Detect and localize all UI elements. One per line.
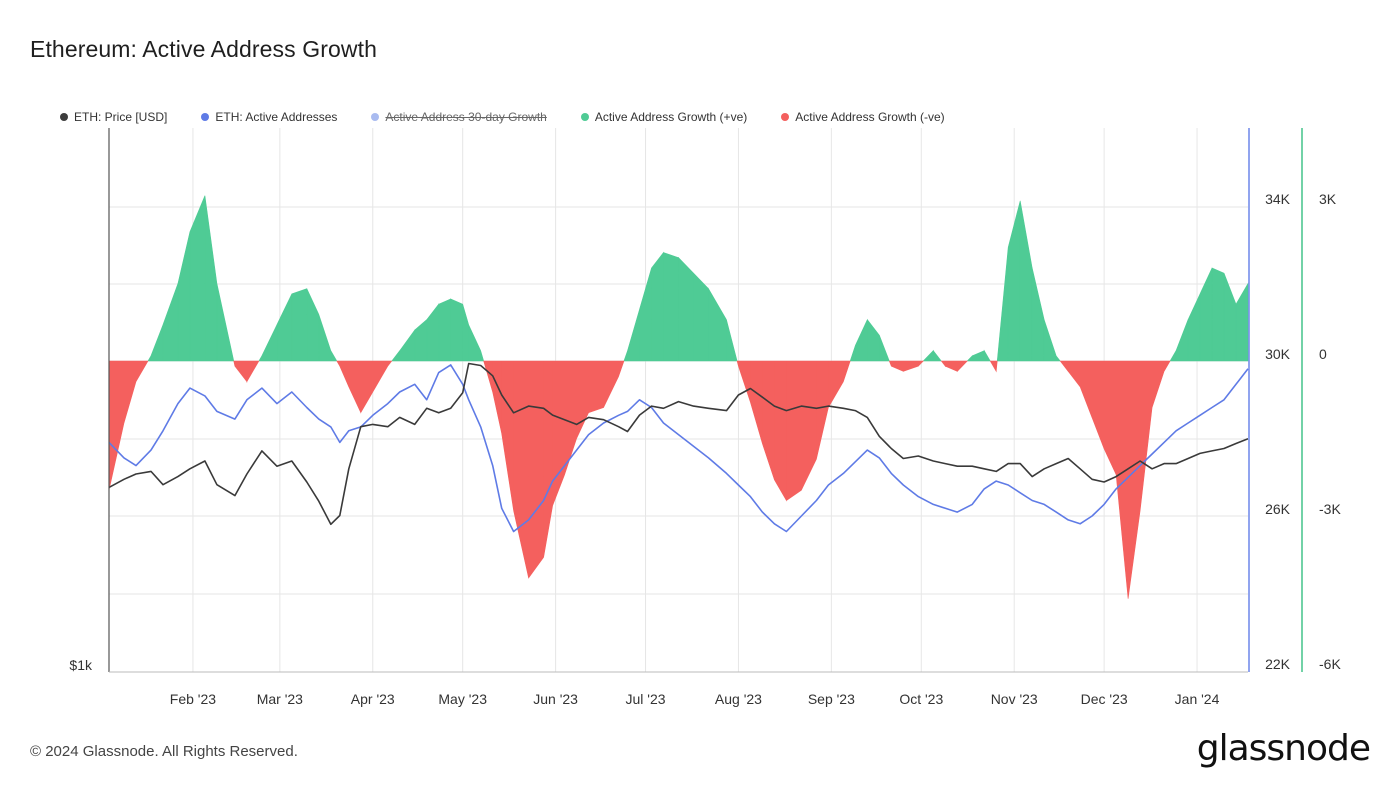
legend-dot-growth-negative <box>781 113 790 121</box>
legend-dot-growth-positive <box>580 113 589 121</box>
glassnode-logo[interactable]: glassnode <box>1196 728 1371 769</box>
addresses-tick-label: 26K <box>1265 501 1291 517</box>
x-tick-label: Jan '24 <box>1175 691 1220 707</box>
legend-item-price[interactable]: ETH: Price [USD] <box>60 110 167 124</box>
grid-lines <box>109 128 1248 672</box>
chart-title: Ethereum: Active Address Growth <box>30 36 377 62</box>
growth-negative-area <box>108 360 1171 599</box>
x-tick-label: Apr '23 <box>351 691 395 707</box>
growth-areas <box>108 195 1249 599</box>
x-tick-label: Oct '23 <box>899 691 943 707</box>
tick-labels: Feb '23 Mar '23 Apr '23 May '23 Jun '23 Jul '… <box>69 191 1341 707</box>
growth-tick-label: -6K <box>1319 656 1341 672</box>
growth-tick-label: -3K <box>1319 501 1341 517</box>
legend-item-growth-positive[interactable]: Active Address Growth (+ve) <box>580 110 748 124</box>
price-tick-label: $1k <box>69 657 93 673</box>
legend-dot-30day-growth <box>371 113 380 121</box>
series-lines <box>108 362 1249 533</box>
addresses-tick-label: 22K <box>1265 656 1291 672</box>
copyright-footer: © 2024 Glassnode. All Rights Reserved. <box>30 743 298 760</box>
x-tick-label: Jul '23 <box>626 691 666 707</box>
growth-tick-label: 3K <box>1319 191 1337 207</box>
chart-legend: ETH: Price [USD] ETH: Active Addresses A… <box>60 108 945 126</box>
x-tick-label: May '23 <box>438 691 487 707</box>
x-tick-label: Mar '23 <box>257 691 303 707</box>
x-tick-label: Nov '23 <box>991 691 1038 707</box>
addresses-tick-label: 34K <box>1265 191 1291 207</box>
legend-dot-active-addresses <box>201 113 210 121</box>
legend-item-30day-growth[interactable]: Active Address 30-day Growth <box>371 110 547 124</box>
legend-label-30day-growth: Active Address 30-day Growth <box>385 110 547 124</box>
x-tick-label: Sep '23 <box>808 691 855 707</box>
legend-label-active-addresses: ETH: Active Addresses <box>215 110 338 124</box>
axes <box>108 128 1303 673</box>
addresses-tick-label: 30K <box>1265 346 1291 362</box>
growth-tick-label: 0 <box>1319 346 1327 362</box>
legend-label-growth-positive: Active Address Growth (+ve) <box>594 110 748 124</box>
legend-item-growth-negative[interactable]: Active Address Growth (-ve) <box>781 110 945 124</box>
legend-dot-price <box>60 113 68 121</box>
active-addresses-line <box>108 364 1249 533</box>
price-line <box>108 362 1249 526</box>
x-tick-label: Aug '23 <box>715 691 762 707</box>
legend-item-active-addresses[interactable]: ETH: Active Addresses <box>201 110 337 124</box>
x-tick-label: Jun '23 <box>533 691 578 707</box>
x-tick-label: Dec '23 <box>1081 691 1128 707</box>
legend-label-price: ETH: Price [USD] <box>74 110 168 124</box>
growth-positive-area <box>147 195 1249 362</box>
legend-label-growth-negative: Active Address Growth (-ve) <box>795 110 945 124</box>
x-tick-label: Feb '23 <box>170 691 216 707</box>
